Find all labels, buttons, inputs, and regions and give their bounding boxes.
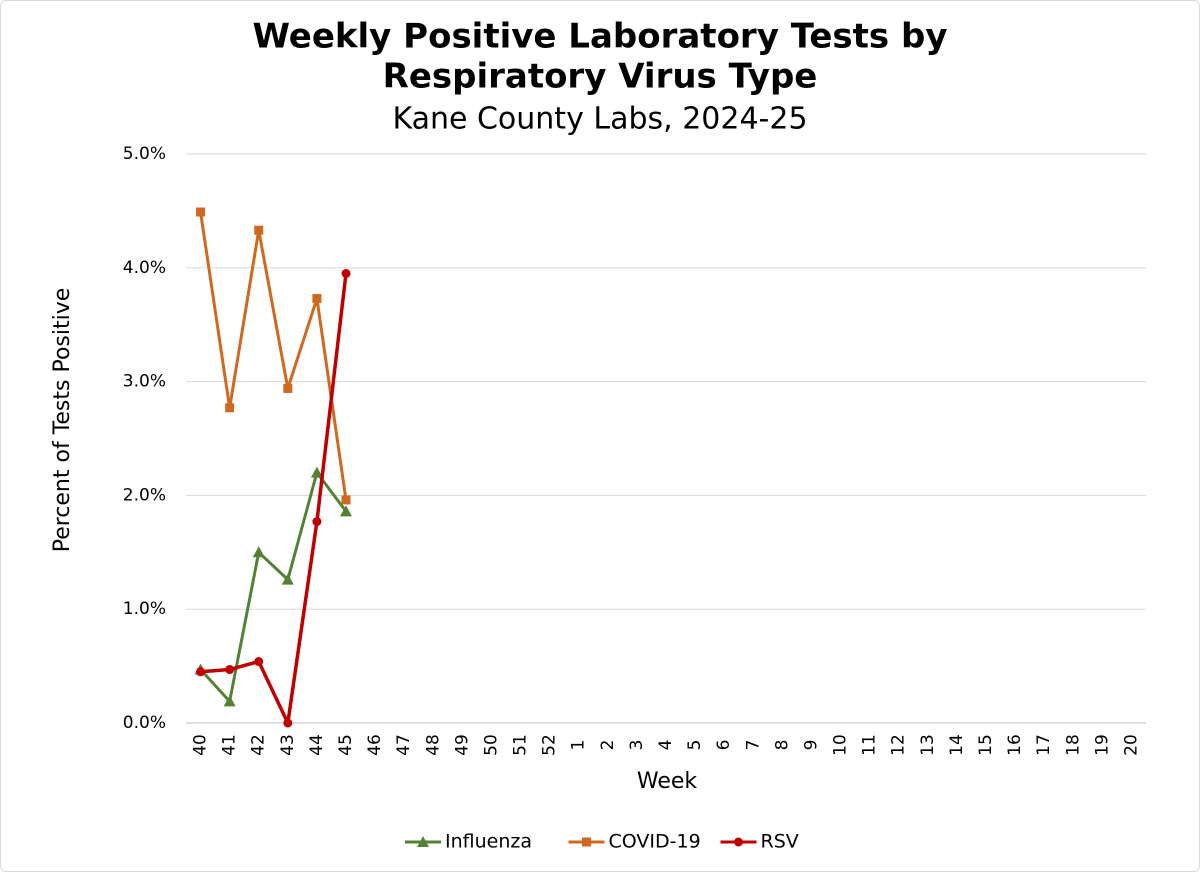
x-tick-label: 49 bbox=[452, 734, 472, 756]
x-tick-label: 42 bbox=[249, 734, 269, 756]
x-tick-label: 17 bbox=[1034, 734, 1054, 756]
x-tick-label: 9 bbox=[801, 740, 821, 751]
x-tick-label: 2 bbox=[598, 740, 618, 751]
x-tick-label: 6 bbox=[714, 740, 734, 751]
marker bbox=[196, 667, 206, 677]
legend-marker bbox=[417, 836, 429, 847]
x-tick-label: 41 bbox=[220, 734, 240, 756]
marker bbox=[196, 207, 206, 217]
marker bbox=[225, 665, 235, 675]
legend-label: RSV bbox=[761, 831, 799, 853]
x-tick-label: 51 bbox=[511, 734, 531, 756]
marker bbox=[341, 268, 351, 278]
x-tick-label: 8 bbox=[772, 740, 792, 751]
x-tick-label: 19 bbox=[1092, 734, 1112, 756]
chart-title: Respiratory Virus Type bbox=[383, 57, 818, 97]
x-tick-label: 4 bbox=[656, 740, 676, 751]
y-tick-label: 3.0% bbox=[123, 372, 166, 392]
x-tick-label: 11 bbox=[860, 734, 880, 756]
x-tick-label: 16 bbox=[1005, 734, 1025, 756]
series-line bbox=[200, 273, 348, 725]
marker bbox=[281, 573, 294, 585]
x-tick-label: 3 bbox=[627, 740, 647, 751]
x-tick-label: 20 bbox=[1121, 734, 1141, 756]
marker bbox=[225, 403, 235, 413]
x-tick-label: 18 bbox=[1063, 734, 1083, 756]
x-tick-label: 7 bbox=[743, 740, 763, 751]
x-tick-label: 44 bbox=[307, 734, 327, 756]
y-tick-label: 2.0% bbox=[123, 485, 166, 505]
marker bbox=[341, 495, 351, 505]
marker bbox=[340, 505, 352, 517]
legend-label: Influenza bbox=[445, 831, 532, 853]
y-tick-label: 5.0% bbox=[123, 144, 166, 164]
x-tick-label: 5 bbox=[685, 740, 705, 751]
marker bbox=[252, 546, 265, 558]
marker bbox=[312, 517, 322, 527]
x-tick-label: 15 bbox=[976, 734, 996, 756]
series-line bbox=[199, 211, 348, 501]
marker bbox=[312, 294, 322, 304]
legend-marker bbox=[582, 837, 591, 847]
x-tick-label: 45 bbox=[336, 734, 356, 756]
x-tick-label: 52 bbox=[540, 734, 560, 756]
x-tick-label: 12 bbox=[889, 734, 909, 756]
x-tick-label: 1 bbox=[569, 740, 589, 751]
x-tick-label: 13 bbox=[918, 734, 938, 756]
x-tick-label: 40 bbox=[191, 734, 211, 756]
x-tick-label: 43 bbox=[278, 734, 298, 756]
x-tick-label: 48 bbox=[423, 734, 443, 756]
x-axis-label: Week bbox=[637, 769, 698, 794]
x-tick-label: 14 bbox=[947, 734, 967, 756]
x-tick-label: 50 bbox=[481, 734, 501, 756]
x-tick-label: 46 bbox=[365, 734, 385, 756]
legend-marker bbox=[734, 837, 743, 847]
marker bbox=[254, 225, 264, 235]
marker bbox=[254, 657, 264, 667]
x-tick-label: 47 bbox=[394, 734, 414, 756]
marker bbox=[283, 383, 293, 393]
y-tick-label: 0.0% bbox=[123, 713, 166, 733]
y-tick-label: 4.0% bbox=[123, 258, 166, 278]
legend-label: COVID-19 bbox=[609, 831, 701, 853]
marker bbox=[223, 695, 236, 707]
marker bbox=[283, 718, 293, 728]
x-tick-label: 10 bbox=[831, 734, 851, 756]
marker bbox=[310, 466, 323, 478]
chart-subtitle: Kane County Labs, 2024-25 bbox=[392, 102, 807, 137]
y-axis-label: Percent of Tests Positive bbox=[50, 288, 75, 553]
chart-title: Weekly Positive Laboratory Tests by bbox=[252, 17, 947, 57]
y-tick-label: 1.0% bbox=[123, 599, 166, 619]
